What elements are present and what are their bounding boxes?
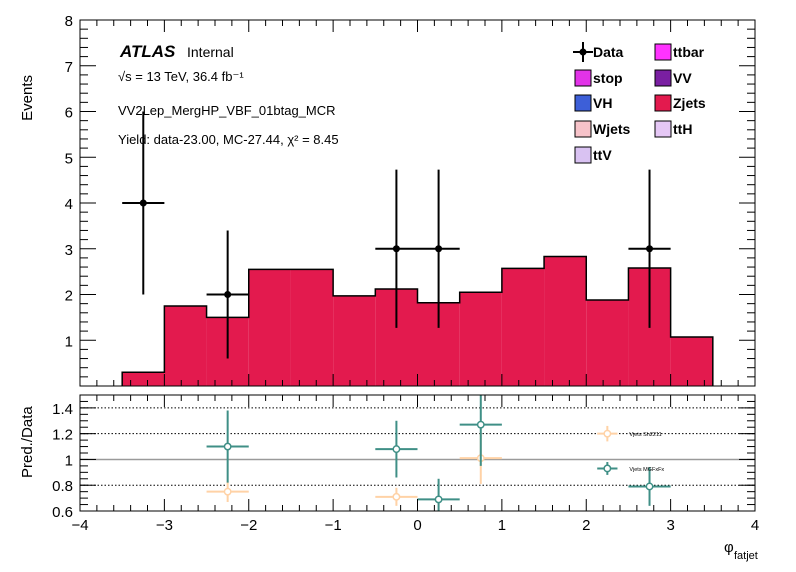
top-axes: 1 2 3 4 5 6 7 8: [65, 13, 756, 387]
legend-swatch: [574, 69, 592, 87]
data-points: [122, 111, 671, 359]
top-ytick-label: 7: [65, 59, 73, 76]
ratio-point: [645, 482, 654, 491]
ratio-xtick-label: 2: [582, 517, 590, 534]
mc-bin: [670, 337, 713, 386]
data-point: [392, 245, 400, 253]
mc-bin: [164, 305, 207, 386]
legend-label: Zjets: [673, 95, 706, 111]
top-ytick-label: 4: [65, 196, 73, 213]
data-point: [224, 291, 232, 298]
ratio-xtick-label: 1: [498, 517, 506, 534]
energy-label: √s = 13 TeV, 36.4 fb⁻¹: [118, 69, 244, 84]
legend-swatch: [654, 94, 672, 112]
top-ylabel: Events: [19, 75, 36, 121]
data-point: [435, 245, 443, 253]
x-axis-label: φ: [724, 539, 734, 556]
ratio-point: [392, 445, 401, 454]
ratio-axes: 0.6 0.8 1 1.2 1.4 −4 −3 −2 −1 0 1 2 3 4: [52, 394, 759, 534]
top-ytick-label: 3: [65, 242, 73, 259]
ratio-ytick-label: 0.6: [52, 504, 73, 521]
legend: Data ttbar stop VV VH Zjets Wjets ttH ttV: [573, 42, 706, 164]
ratio-point: [392, 492, 401, 501]
ratio-xtick-label: −4: [71, 517, 88, 534]
ratio-annotations: Pred./Data φ fatjet: [19, 406, 758, 562]
mc-bin: [501, 268, 545, 386]
legend-swatch: [574, 146, 592, 164]
legend-label: ttV: [593, 147, 612, 163]
legend-marker-dot: [579, 48, 587, 56]
ratio-point: [476, 420, 485, 429]
mc-bin: [290, 269, 334, 386]
region-label: VV2Lep_MergHP_VBF_01btag_MCR: [118, 103, 336, 118]
mc-bin: [544, 256, 587, 386]
ratio-point: [434, 495, 443, 504]
legend-label: VH: [593, 95, 612, 111]
ratio-frame: [79, 394, 756, 512]
legend-label: Wjets: [593, 121, 631, 137]
mc-bin: [459, 292, 502, 386]
ratio-xtick-label: −1: [325, 517, 342, 534]
ratio-grid: [80, 407, 755, 486]
ratio-ytick-label: 0.8: [52, 478, 73, 495]
ratio-series-label: Vjets MGFxFx: [629, 467, 664, 473]
top-ytick-label: 6: [65, 105, 73, 122]
legend-swatch: [574, 120, 592, 138]
top-annotations: ATLAS Internal √s = 13 TeV, 36.4 fb⁻¹ VV…: [19, 42, 339, 147]
ratio-xtick-label: 0: [413, 517, 421, 534]
data-point: [646, 245, 654, 253]
ratio-points: Vjets Sh2211 Vjets MGFxFx: [206, 395, 671, 511]
mc-outline: [121, 255, 714, 386]
x-axis-label-sub: fatjet: [734, 550, 758, 562]
internal-label: Internal: [187, 44, 234, 60]
mc-histogram: [121, 255, 714, 386]
ratio-xtick-label: 4: [751, 517, 759, 534]
ratio-point: [603, 429, 612, 438]
mc-bin: [248, 269, 291, 386]
legend-swatch: [654, 120, 672, 138]
mc-bin: [122, 372, 165, 386]
top-ytick-label: 5: [65, 150, 73, 167]
legend-swatch: [574, 94, 592, 112]
top-ytick-label: 2: [65, 288, 73, 305]
ratio-point: [223, 487, 232, 496]
top-ytick-label: 8: [65, 13, 73, 30]
ratio-series-label: Vjets Sh2211: [629, 432, 661, 438]
ratio-point: [603, 464, 612, 473]
legend-label: VV: [673, 70, 692, 86]
legend-label: ttH: [673, 121, 692, 137]
ratio-ytick-label: 1.4: [52, 401, 73, 418]
atlas-label: ATLAS: [119, 42, 176, 61]
legend-swatch: [654, 69, 672, 87]
yield-label: Yield: data-23.00, MC-27.44, χ² = 8.45: [118, 132, 339, 147]
top-ytick-label: 1: [65, 333, 73, 350]
ratio-ytick-label: 1.2: [52, 427, 73, 444]
legend-label: Data: [593, 44, 624, 60]
mc-bin: [333, 295, 376, 386]
mc-bin: [586, 299, 629, 386]
ratio-xtick-label: 3: [666, 517, 674, 534]
ratio-point: [223, 442, 232, 451]
legend-swatch: [654, 43, 672, 61]
ratio-ytick-label: 1: [65, 452, 73, 469]
ratio-xtick-label: −3: [156, 517, 173, 534]
ratio-ylabel: Pred./Data: [19, 406, 36, 478]
data-point: [139, 199, 147, 207]
legend-label: ttbar: [673, 44, 705, 60]
legend-label: stop: [593, 70, 623, 86]
ratio-xtick-label: −2: [240, 517, 257, 534]
